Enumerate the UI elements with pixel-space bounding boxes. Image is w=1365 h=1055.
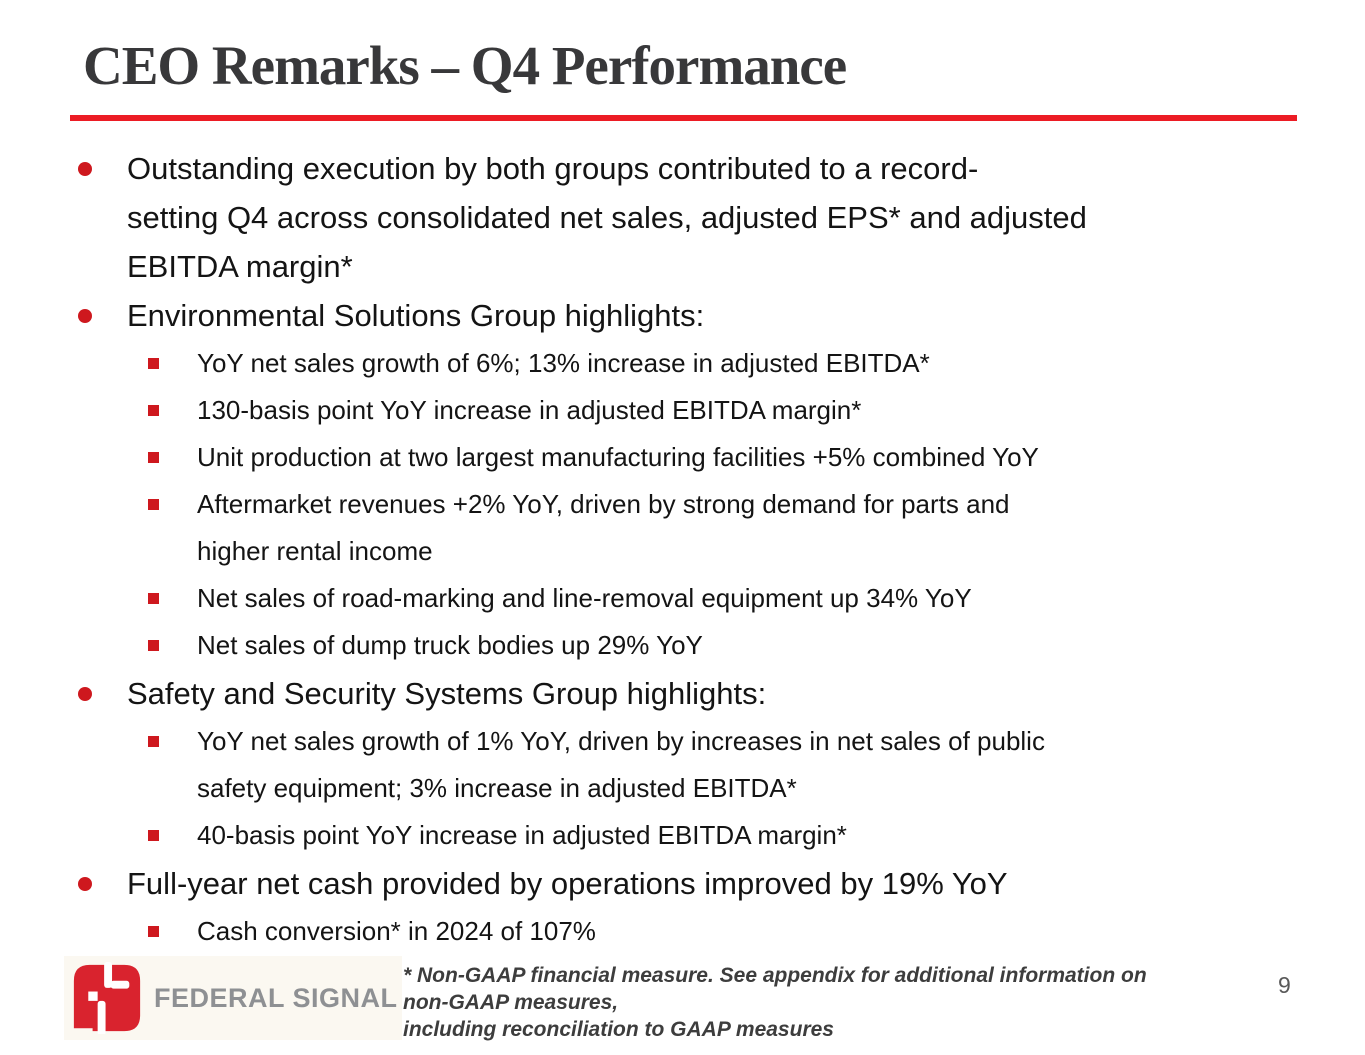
non-gaap-footnote: * Non-GAAP financial measure. See append… — [403, 964, 1147, 1041]
sub-bullet-item: Net sales of dump truck bodies up 29% Yo… — [0, 622, 1365, 669]
bullet-text: Cash conversion* in 2024 of 107% — [197, 916, 596, 946]
bullet-square-icon — [148, 358, 159, 369]
bullet-dot-icon — [78, 162, 92, 176]
sub-bullet-item: Aftermarket revenues +2% YoY, driven by … — [0, 481, 1365, 575]
bullet-text: Aftermarket revenues +2% YoY, driven by … — [197, 489, 1010, 566]
bullet-item: Environmental Solutions Group highlights… — [0, 291, 1365, 340]
title-underline-rule — [70, 115, 1297, 121]
sub-bullet-item: 40-basis point YoY increase in adjusted … — [0, 812, 1365, 859]
bullet-square-icon — [148, 452, 159, 463]
sub-bullet-item: YoY net sales growth of 6%; 13% increase… — [0, 340, 1365, 387]
bullet-square-icon — [148, 736, 159, 747]
bullet-dot-icon — [78, 309, 92, 323]
bullet-text: Full-year net cash provided by operation… — [127, 866, 1008, 901]
federal-signal-fs-icon — [71, 962, 141, 1034]
bullet-text: 40-basis point YoY increase in adjusted … — [197, 820, 847, 850]
bullet-text: 130-basis point YoY increase in adjusted… — [197, 395, 862, 425]
federal-signal-logo: FEDERAL SIGNAL — [64, 956, 402, 1040]
page-title: CEO Remarks – Q4 Performance — [83, 35, 847, 96]
federal-signal-wordmark: FEDERAL SIGNAL — [154, 982, 398, 1013]
bullet-text: Outstanding execution by both groups con… — [127, 151, 1087, 284]
bullet-text: Environmental Solutions Group highlights… — [127, 298, 705, 333]
bullet-text: Unit production at two largest manufactu… — [197, 442, 1039, 472]
bullet-text: Net sales of dump truck bodies up 29% Yo… — [197, 630, 703, 660]
sub-bullet-item: Unit production at two largest manufactu… — [0, 434, 1365, 481]
sub-bullet-item: Net sales of road-marking and line-remov… — [0, 575, 1365, 622]
bullet-text: YoY net sales growth of 1% YoY, driven b… — [197, 726, 1045, 803]
bullet-dot-icon — [78, 877, 92, 891]
bullet-square-icon — [148, 926, 159, 937]
bullet-text: YoY net sales growth of 6%; 13% increase… — [197, 348, 930, 378]
bullet-text: Safety and Security Systems Group highli… — [127, 676, 767, 711]
page-number: 9 — [1278, 972, 1291, 998]
bullet-item: Outstanding execution by both groups con… — [0, 144, 1365, 291]
bullet-square-icon — [148, 405, 159, 416]
bullet-square-icon — [148, 830, 159, 841]
sub-bullet-item: YoY net sales growth of 1% YoY, driven b… — [0, 718, 1365, 812]
bullet-text: Net sales of road-marking and line-remov… — [197, 583, 972, 613]
bullet-square-icon — [148, 593, 159, 604]
bullet-square-icon — [148, 499, 159, 510]
sub-bullet-item: 130-basis point YoY increase in adjusted… — [0, 387, 1365, 434]
bullet-list: Outstanding execution by both groups con… — [0, 144, 1365, 955]
sub-bullet-item: Cash conversion* in 2024 of 107% — [0, 908, 1365, 955]
bullet-item: Safety and Security Systems Group highli… — [0, 669, 1365, 718]
bullet-item: Full-year net cash provided by operation… — [0, 859, 1365, 908]
bullet-dot-icon — [78, 687, 92, 701]
bullet-square-icon — [148, 640, 159, 651]
